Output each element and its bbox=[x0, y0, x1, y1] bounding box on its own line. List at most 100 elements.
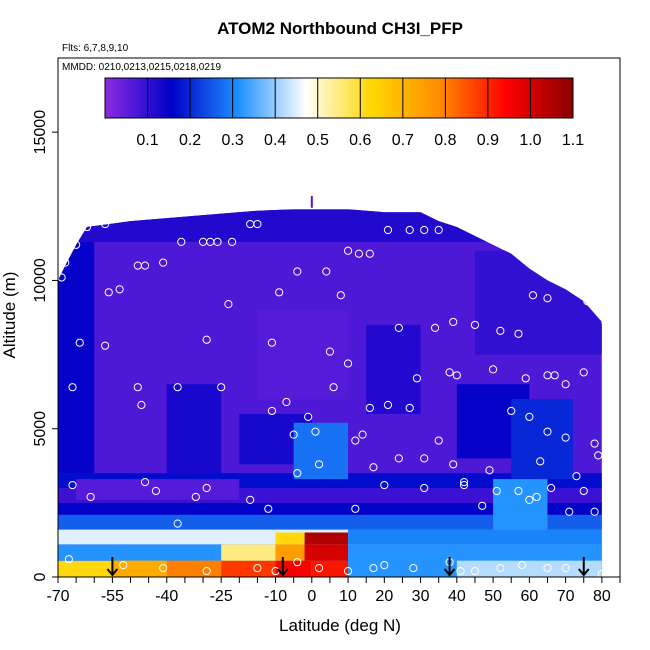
x-tick-label: 40 bbox=[448, 588, 466, 605]
colorbar-tick-label: 0.3 bbox=[222, 132, 244, 149]
sample-point bbox=[314, 564, 324, 573]
sample-point bbox=[383, 225, 393, 235]
sample-point bbox=[293, 267, 302, 276]
sample-point bbox=[351, 504, 360, 513]
sample-point bbox=[394, 454, 403, 463]
heatmap-layer bbox=[58, 195, 602, 577]
chart-title: ATOM2 Northbound CH3I_PFP bbox=[217, 19, 463, 38]
sample-point bbox=[409, 564, 418, 573]
sample-point bbox=[478, 501, 487, 510]
heatmap-cell bbox=[456, 560, 602, 577]
sample-point bbox=[434, 436, 443, 445]
sample-point bbox=[525, 412, 534, 421]
colorbar-tick-label: 0.6 bbox=[349, 132, 371, 149]
sample-point bbox=[369, 463, 378, 472]
sample-point bbox=[72, 240, 81, 249]
sample-point bbox=[590, 507, 599, 516]
heatmap-spike bbox=[310, 195, 313, 208]
colorbar-tick-label: 0.2 bbox=[179, 132, 201, 149]
y-tick-label: 5000 bbox=[32, 411, 49, 447]
sample-point bbox=[202, 483, 211, 493]
sample-point bbox=[547, 483, 556, 493]
sample-point bbox=[137, 400, 146, 410]
sample-point bbox=[68, 480, 77, 490]
sample-point bbox=[304, 412, 313, 421]
sample-point bbox=[173, 519, 182, 528]
colorbar-tick-label: 0.4 bbox=[264, 132, 286, 149]
sample-point bbox=[405, 225, 414, 235]
heatmap-cell bbox=[166, 560, 222, 577]
sample-point bbox=[579, 368, 588, 377]
sample-point bbox=[289, 430, 298, 439]
sample-point bbox=[293, 558, 302, 567]
heatmap-cell bbox=[493, 479, 548, 530]
heatmap-cell bbox=[58, 514, 602, 530]
arrow-markers bbox=[106, 557, 590, 577]
sample-point bbox=[101, 341, 110, 350]
sample-point bbox=[101, 219, 110, 229]
sample-point bbox=[459, 477, 469, 487]
sample-point bbox=[496, 564, 505, 573]
sample-point bbox=[449, 460, 458, 469]
sample-point bbox=[282, 397, 291, 407]
sample-point bbox=[420, 483, 429, 493]
sample-point bbox=[383, 400, 393, 410]
x-tick-label: -70 bbox=[46, 588, 69, 605]
sample-point bbox=[365, 403, 374, 413]
sample-point bbox=[514, 329, 523, 338]
x-tick-label: 70 bbox=[557, 588, 575, 605]
heatmap-cell bbox=[304, 544, 349, 561]
sample-point bbox=[61, 258, 70, 267]
sample-point bbox=[133, 383, 142, 392]
x-tick-label: 60 bbox=[520, 588, 538, 605]
sample-point bbox=[202, 335, 211, 344]
colorbar-rect bbox=[104, 77, 574, 119]
sample-point bbox=[365, 249, 374, 258]
y-tick-label: 15000 bbox=[32, 110, 49, 155]
sample-point bbox=[514, 486, 523, 496]
sample-point bbox=[521, 374, 530, 383]
sample-points bbox=[58, 219, 610, 577]
date-note: MMDD: 0210,0213,0215,0218,0219 bbox=[62, 62, 221, 73]
sample-point bbox=[293, 469, 302, 478]
sample-point bbox=[314, 460, 324, 469]
sample-point bbox=[459, 480, 469, 490]
sample-point bbox=[322, 267, 331, 276]
colorbar-tick-label: 1.0 bbox=[519, 132, 541, 149]
sample-point bbox=[492, 486, 501, 496]
x-tick-label: 20 bbox=[375, 588, 393, 605]
heatmap-cell bbox=[221, 560, 276, 577]
sample-point bbox=[470, 320, 480, 330]
sample-point bbox=[343, 246, 353, 255]
sample-point bbox=[525, 495, 534, 504]
sample-point bbox=[86, 492, 95, 502]
sample-point bbox=[329, 383, 338, 392]
arrow-head bbox=[577, 568, 590, 577]
heatmap-cells bbox=[58, 209, 602, 577]
heatmap-cell bbox=[304, 532, 349, 545]
sample-point bbox=[311, 427, 320, 436]
sample-point bbox=[601, 317, 610, 327]
sample-point bbox=[369, 564, 378, 573]
colorbar-tick-label: 0.9 bbox=[477, 132, 499, 149]
sample-point bbox=[590, 439, 599, 448]
heatmap-cell bbox=[275, 544, 312, 561]
sample-point bbox=[449, 317, 458, 327]
sample-point bbox=[532, 492, 541, 502]
colorbar-tick-label: 0.5 bbox=[307, 132, 329, 149]
sample-point bbox=[115, 285, 124, 294]
sample-point bbox=[496, 326, 505, 335]
x-tick-label: 0 bbox=[307, 588, 316, 605]
sample-point bbox=[140, 477, 150, 487]
sample-point bbox=[561, 380, 570, 389]
sample-point bbox=[579, 486, 588, 496]
arrow-head bbox=[106, 568, 119, 577]
sample-point bbox=[420, 225, 429, 235]
y-axis: 0 5000 10000 15000 bbox=[32, 110, 58, 581]
x-tick-label: 50 bbox=[484, 588, 502, 605]
x-axis: -70 -55 -40 -25 -10 0 10 20 30 40 50 60 70 80 bbox=[46, 577, 621, 605]
sample-point bbox=[202, 566, 211, 576]
x-tick-label: -25 bbox=[210, 588, 233, 605]
y-tick-label: 10000 bbox=[32, 258, 49, 303]
